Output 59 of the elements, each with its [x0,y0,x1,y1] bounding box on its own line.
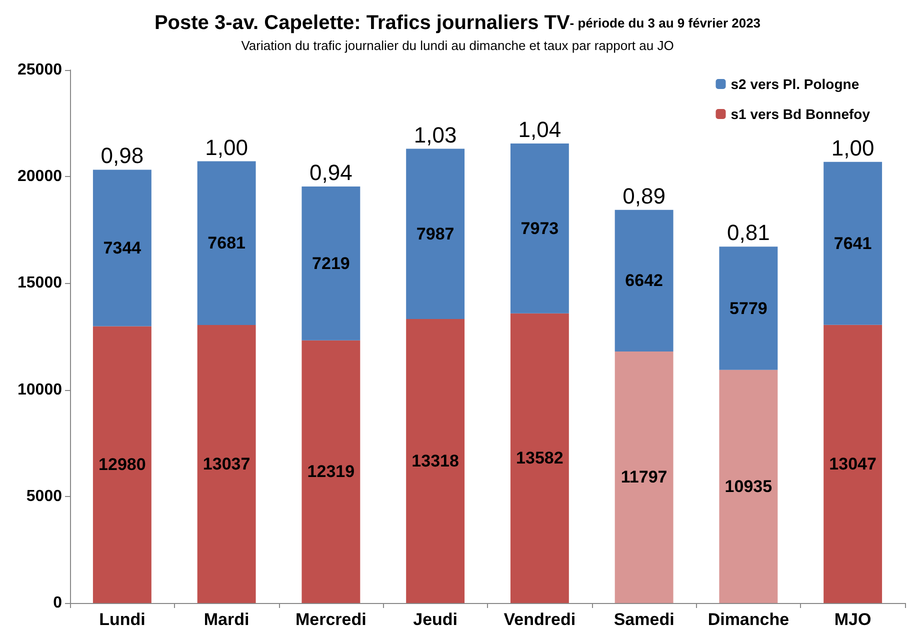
bar [510,143,569,314]
y-tick-label: 15000 [18,274,62,292]
annotation: 1,00 [205,134,248,160]
bar [614,351,674,603]
data-label: 7681 [208,234,246,253]
x-tick-label: Vendredi [504,610,576,629]
annotation: 0,81 [727,220,770,246]
y-tick-label: 20000 [18,168,62,186]
data-label: 5779 [730,298,768,318]
annotation: 0,89 [622,183,666,208]
x-tick-label: Mercredi [296,610,366,629]
bar [824,162,882,325]
x-tick-label: Samedi [614,610,674,629]
bar [197,161,256,326]
bar [824,324,882,603]
x-tick-label: Lundi [99,610,146,629]
data-label: 11797 [620,468,668,487]
chart-title: Poste 3-av. Capelette: Trafics journaliers TV [154,12,570,34]
data-label: 7641 [834,234,872,253]
bar [302,340,360,603]
x-tick-label: Mardi [204,610,250,629]
annotation: 1,00 [831,135,874,160]
x-tick-label: Jeudi [413,610,458,629]
data-label: 7973 [520,218,559,238]
annotation: 0,94 [310,160,352,185]
data-label: 6642 [625,271,663,290]
bar [92,326,152,603]
data-label: 13318 [412,452,459,471]
bar [406,319,465,603]
x-tick-label: MJO [834,610,872,629]
y-tick-label: 5000 [26,488,62,505]
data-label: 13582 [516,448,564,468]
data-label: 7219 [312,254,350,273]
data-label: 12980 [98,455,146,474]
bar [614,210,674,352]
annotation: 1,04 [518,116,562,142]
data-label: 13047 [829,454,876,474]
bar [92,170,152,326]
annotation: 0,98 [100,143,144,168]
y-tick-label: 10000 [18,381,62,398]
data-label: 7987 [416,224,454,244]
data-label: 13037 [202,454,250,474]
y-tick-label: 0 [53,594,62,612]
bar [302,186,360,340]
bar [406,148,465,320]
legend-label: s2 vers Pl. Pologne [730,76,860,92]
text: - période du 3 au 9 février 2023 [570,16,761,30]
legend-label: s1 vers Bd Bonnefoy [730,106,870,122]
annotation: 1,03 [414,122,457,148]
bar [510,313,569,603]
bar [197,325,256,603]
bar [719,370,778,603]
x-tick-label: Dimanche [708,610,790,629]
data-label: 7344 [103,238,142,258]
data-label: 10935 [724,476,772,496]
data-label: 12319 [307,462,355,482]
bar [719,246,778,370]
y-tick-label: 25000 [18,62,62,78]
chart-subtitle: Variation du trafic journalier du lundi au dimanche et taux par rapport au JO [241,38,674,53]
